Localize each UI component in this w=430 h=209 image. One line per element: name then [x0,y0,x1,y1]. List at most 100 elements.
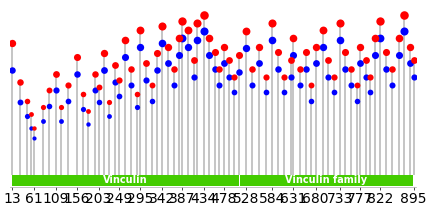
Point [185,45,192,48]
Point [356,62,363,65]
Point [356,45,363,48]
Point [362,75,369,79]
Point [105,114,112,117]
Point [372,37,378,40]
Point [255,45,262,48]
Point [39,119,46,122]
Point [64,99,71,102]
Point [175,53,182,57]
Point [122,55,129,58]
Point [216,67,223,70]
Bar [12,175,239,186]
Point [23,114,30,117]
Point [367,75,374,79]
Point [175,37,182,40]
Point [16,101,23,104]
Point [116,94,123,97]
Point [319,28,326,31]
Point [200,30,207,33]
Point [243,47,250,50]
Point [230,75,237,79]
Point [287,59,294,62]
Point [302,50,309,53]
Point [101,52,108,55]
Point [190,59,197,62]
Point [92,72,98,75]
Point [308,84,315,87]
Point [389,84,396,87]
Point [377,37,384,40]
Point [230,90,237,94]
Point [95,85,102,89]
Point [57,119,64,122]
Point [170,67,177,70]
Point [92,89,98,92]
Point [280,90,287,94]
Point [148,99,155,102]
Point [74,55,80,58]
Point [137,45,144,48]
Point [9,69,15,72]
Bar [240,175,413,186]
Point [95,101,102,104]
Point [31,136,37,139]
Point [325,75,332,79]
Point [268,38,275,42]
Point [312,45,319,48]
Point [330,75,337,79]
Point [185,28,192,31]
Point [243,30,250,33]
Point [235,53,242,57]
Point [101,69,108,72]
Point [407,62,414,65]
Point [31,126,37,129]
Point [57,106,64,109]
Point [52,89,59,92]
Point [200,13,207,16]
Point [353,84,360,87]
Point [296,84,303,87]
Point [112,64,119,67]
Point [179,20,186,23]
Point [143,79,150,82]
Point [348,84,355,87]
Point [308,99,315,102]
Point [226,59,233,62]
Point [342,50,349,53]
Point [290,53,297,57]
Point [194,21,201,25]
Point [128,84,135,87]
Point [112,80,119,84]
Point [211,67,218,70]
Point [164,62,171,65]
Point [262,75,269,79]
Point [143,62,150,65]
Point [158,25,165,28]
Point [216,84,223,87]
Point [226,75,233,79]
Point [39,106,46,109]
Point [255,62,262,65]
Text: Vinculin: Vinculin [103,175,147,185]
Point [205,37,212,40]
Point [122,38,129,42]
Point [312,62,319,65]
Point [410,59,417,62]
Point [330,90,337,94]
Point [268,21,275,25]
Point [154,52,161,55]
Point [148,84,155,87]
Point [383,67,390,70]
Point [79,107,86,111]
Point [410,75,417,79]
Point [407,45,414,48]
Point [9,42,15,45]
Point [28,126,34,129]
Point [211,50,218,53]
Point [296,67,303,70]
Point [28,112,34,116]
Point [249,84,255,87]
Point [290,37,297,40]
Point [325,59,332,62]
Point [85,109,92,112]
